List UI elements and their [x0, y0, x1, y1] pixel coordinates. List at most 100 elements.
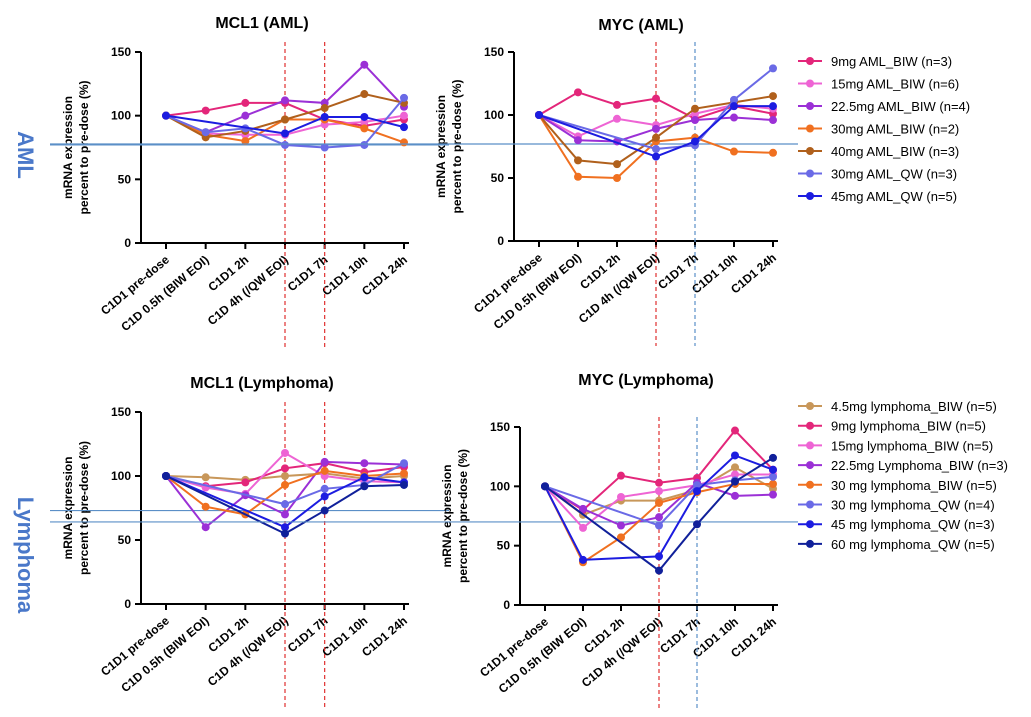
series-7: [162, 111, 408, 138]
y-tick-label: 0: [497, 234, 504, 248]
data-point: [241, 111, 250, 120]
y-tick-label: 0: [503, 598, 510, 612]
y-axis-label-line-2: percent to pre-dose (%): [456, 449, 470, 583]
legend-swatch-dot: [806, 402, 814, 410]
chart-title: MCL1 (AML): [215, 15, 308, 32]
legend-label: 60 mg lymphoma_QW (n=5): [831, 537, 995, 552]
data-point: [691, 137, 699, 146]
data-point: [400, 469, 408, 478]
legend-lymphoma: 4.5mg lymphoma_BIW (n=5) 9mg lymphoma_BIW…: [798, 399, 1008, 552]
legend-swatch-dot: [806, 520, 814, 529]
legend-item: 22.5mg AML_BIW (n=4): [798, 99, 970, 114]
data-point: [400, 480, 408, 489]
legends: 9mg AML_BIW (n=3) 15mg AML_BIW (n=6) 22.5m…: [798, 54, 1008, 552]
data-point: [360, 140, 369, 149]
legend-item: 30mg AML_BIW (n=2): [798, 122, 959, 137]
legend-swatch-dot: [806, 124, 814, 133]
y-tick-label: 0: [124, 236, 131, 250]
y-tick-label: 50: [497, 539, 511, 553]
legend-swatch-dot: [806, 500, 814, 509]
data-point: [769, 64, 777, 73]
data-point: [731, 491, 739, 500]
data-point: [731, 451, 739, 460]
data-point: [579, 504, 587, 513]
data-point: [574, 88, 582, 97]
data-point: [281, 523, 289, 532]
series-8: [541, 453, 777, 575]
legend-label: 30mg AML_QW (n=3): [831, 167, 957, 182]
data-point: [617, 533, 625, 542]
data-point: [769, 490, 777, 499]
data-point: [730, 147, 738, 156]
legend-swatch-dot: [806, 192, 814, 200]
data-point: [320, 457, 329, 466]
data-point: [691, 104, 699, 113]
data-point: [241, 478, 250, 487]
legend-label: 9mg AML_BIW (n=3): [831, 54, 952, 69]
data-point: [613, 100, 621, 109]
data-point: [730, 95, 738, 104]
legend-label: 45 mg lymphoma_QW (n=3): [831, 517, 995, 532]
data-point: [655, 552, 663, 561]
data-point: [320, 466, 329, 475]
data-point: [731, 463, 739, 472]
y-tick-label: 150: [111, 45, 131, 59]
y-axis-label-line-1: mRNA expression: [61, 96, 75, 199]
data-point: [400, 123, 408, 132]
data-point: [613, 114, 621, 123]
legend-item: 45 mg lymphoma_QW (n=3): [798, 517, 995, 532]
data-point: [360, 112, 369, 121]
legend-item: 9mg AML_BIW (n=3): [798, 54, 952, 69]
data-point: [574, 136, 582, 145]
data-point: [320, 492, 329, 501]
data-point: [769, 465, 777, 474]
legend-swatch-dot: [806, 102, 814, 110]
legend-label: 30mg AML_BIW (n=2): [831, 122, 959, 137]
data-point: [281, 510, 289, 519]
data-point: [541, 482, 549, 491]
data-point: [400, 138, 408, 147]
data-point: [320, 506, 329, 515]
y-tick-label: 50: [491, 171, 505, 185]
data-point: [360, 60, 369, 69]
legend-aml: 9mg AML_BIW (n=3) 15mg AML_BIW (n=6) 22.5m…: [798, 54, 970, 204]
legend-swatch-dot: [806, 461, 814, 470]
y-axis-label-line-2: percent to pre-dose (%): [77, 80, 91, 214]
data-point: [617, 471, 625, 480]
legend-label: 4.5mg lymphoma_BIW (n=5): [831, 399, 997, 414]
data-point: [652, 133, 660, 142]
data-point: [281, 464, 289, 473]
series-8: [162, 472, 408, 538]
data-point: [281, 129, 289, 138]
data-point: [652, 94, 660, 103]
data-point: [655, 521, 663, 530]
legend-item: 30mg AML_QW (n=3): [798, 167, 957, 182]
data-point: [574, 172, 582, 181]
data-point: [320, 484, 329, 493]
data-point: [281, 500, 289, 509]
legend-label: 30 mg lymphoma_QW (n=4): [831, 498, 995, 513]
data-point: [360, 90, 369, 99]
data-point: [652, 145, 660, 154]
legend-item: 9mg lymphoma_BIW (n=5): [798, 419, 986, 434]
group-label-lymphoma: Lymphoma: [13, 497, 38, 614]
legend-label: 30 mg lymphoma_BIW (n=5): [831, 478, 997, 493]
legend-label: 15mg AML_BIW (n=6): [831, 77, 959, 92]
legend-label: 22.5mg Lymphoma_BIW (n=3): [831, 458, 1008, 473]
legend-item: 4.5mg lymphoma_BIW (n=5): [798, 399, 997, 414]
data-point: [320, 112, 329, 121]
legend-item: 45mg AML_QW (n=5): [798, 189, 957, 204]
data-point: [400, 111, 408, 120]
data-point: [360, 459, 369, 468]
y-axis-label-line-1: mRNA expression: [440, 465, 454, 568]
data-point: [691, 116, 699, 125]
data-point: [769, 148, 777, 157]
legend-label: 22.5mg AML_BIW (n=4): [831, 99, 970, 114]
data-point: [162, 472, 170, 480]
legend-label: 40mg AML_BIW (n=3): [831, 144, 959, 159]
y-tick-label: 100: [490, 479, 510, 493]
data-point: [769, 472, 777, 481]
data-point: [579, 523, 587, 532]
data-point: [162, 111, 170, 120]
